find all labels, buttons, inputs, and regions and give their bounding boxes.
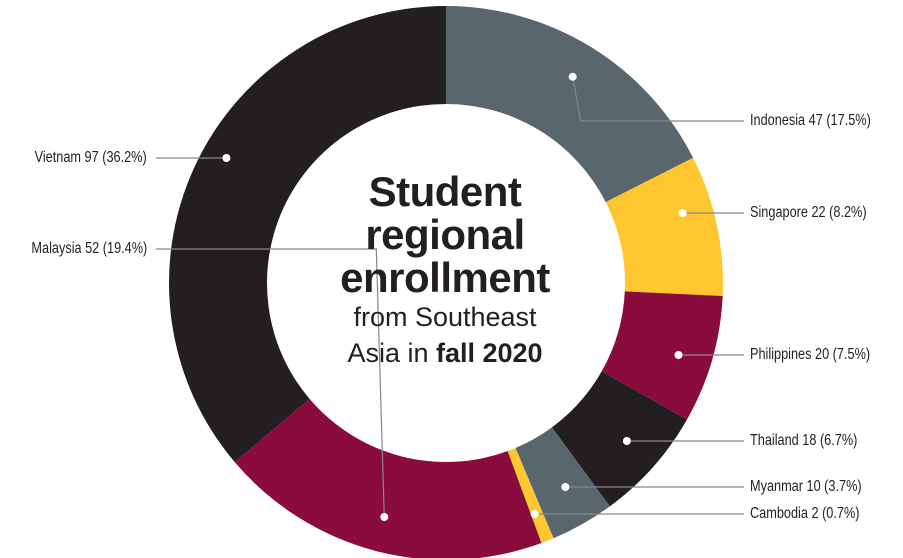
slice-label-myanmar: Myanmar 10 (3.7%)	[750, 478, 862, 495]
center-title-line-5-prefix: Asia in	[347, 338, 436, 368]
center-title-line-5-bold: fall 2020	[435, 338, 543, 368]
slice-malaysia	[234, 398, 542, 558]
slice-philippines	[601, 291, 723, 420]
leader-dot-cambodia	[530, 510, 539, 518]
leader-dot-indonesia	[568, 72, 577, 81]
slice-thailand	[551, 371, 687, 507]
slice-myanmar	[515, 427, 610, 539]
leader-line-malaysia	[156, 248, 385, 518]
leader-dot-malaysia	[380, 512, 389, 521]
slice-label-indonesia: Indonesia 47 (17.5%)	[750, 112, 871, 129]
center-title-line-2: regional	[365, 211, 525, 258]
slice-label-thailand: Thailand 18 (6.7%)	[750, 432, 858, 449]
slice-label-malaysia: Malaysia 52 (19.4%)	[31, 240, 147, 257]
slice-label-singapore: Singapore 22 (8.2%)	[750, 204, 867, 221]
leader-dot-myanmar	[561, 483, 570, 491]
leader-dot-vietnam	[222, 154, 231, 162]
slice-label-philippines: Philippines 20 (7.5%)	[750, 346, 871, 363]
leader-dot-thailand	[622, 437, 631, 445]
slice-indonesia	[446, 6, 694, 203]
center-title-line-1: Student	[368, 168, 522, 215]
center-title-line-3: enrollment	[340, 254, 550, 301]
slice-label-cambodia: Cambodia 2 (0.7%)	[750, 505, 860, 522]
slice-vietnam	[169, 6, 446, 463]
leader-line-indonesia	[572, 76, 744, 122]
slice-label-vietnam: Vietnam 97 (36.2%)	[34, 149, 147, 166]
leader-dot-singapore	[678, 209, 687, 217]
center-title: Student regional enrollment from Southea…	[282, 170, 608, 371]
center-title-line-5: Asia in fall 2020	[282, 335, 608, 371]
slice-singapore	[605, 157, 723, 296]
leader-dot-philippines	[674, 351, 683, 359]
slice-cambodia	[507, 447, 554, 544]
center-title-line-4: from Southeast	[353, 302, 537, 332]
